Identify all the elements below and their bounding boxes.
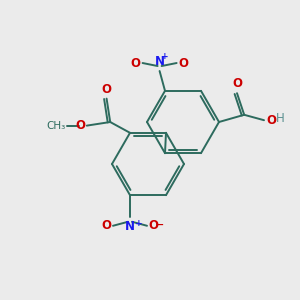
Text: N: N bbox=[154, 55, 165, 68]
Text: O: O bbox=[178, 56, 189, 70]
Text: O: O bbox=[232, 77, 242, 90]
Text: O: O bbox=[266, 114, 276, 127]
Text: −: − bbox=[156, 220, 164, 230]
Text: O: O bbox=[76, 119, 86, 132]
Text: O: O bbox=[102, 82, 112, 96]
Text: +: + bbox=[161, 52, 168, 61]
Text: O: O bbox=[101, 219, 111, 232]
Text: O: O bbox=[148, 219, 158, 232]
Text: CH₃: CH₃ bbox=[47, 121, 66, 130]
Text: O: O bbox=[130, 56, 141, 70]
Text: +: + bbox=[135, 219, 142, 228]
Text: N: N bbox=[125, 220, 135, 233]
Text: H: H bbox=[276, 112, 285, 125]
